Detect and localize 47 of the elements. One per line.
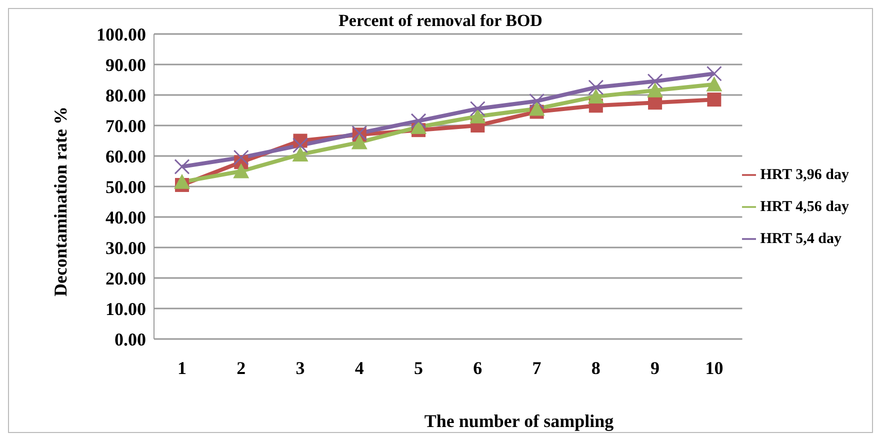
point — [174, 158, 190, 174]
point — [706, 66, 722, 82]
x-tick-label: 7 — [532, 358, 542, 378]
point — [647, 74, 663, 90]
y-tick-label: 40.00 — [106, 207, 146, 228]
point — [292, 146, 308, 162]
legend-label: HRT 3,96 day — [760, 166, 849, 182]
point — [647, 82, 664, 98]
x-tick-label: 10 — [705, 358, 724, 378]
point — [410, 113, 426, 129]
y-tick-label: 10.00 — [106, 298, 146, 319]
point — [233, 150, 249, 166]
x-tick-label: 2 — [236, 358, 246, 378]
point — [233, 163, 250, 178]
y-tick-label: 20.00 — [106, 268, 146, 288]
y-tick-label: 100.00 — [96, 24, 146, 44]
x-tick-label: 6 — [473, 358, 482, 378]
y-tick-label: 30.00 — [106, 238, 146, 258]
x-tick-label: 5 — [414, 358, 424, 378]
legend-label: HRT 4,56 day — [760, 198, 849, 214]
point — [707, 92, 722, 107]
point — [470, 100, 486, 116]
y-tick-label: 0.00 — [114, 329, 146, 350]
y-tick-label: 90.00 — [106, 54, 146, 75]
x-tick-label: 9 — [650, 358, 660, 378]
y-tick-label: 70.00 — [106, 116, 146, 136]
point — [706, 76, 722, 92]
chart-title: Percent of removal for BOD — [338, 11, 542, 30]
y-tick-label: 80.00 — [106, 85, 146, 106]
legend-label: HRT 5,4 day — [760, 230, 842, 246]
point — [470, 108, 486, 124]
point — [292, 138, 308, 154]
point — [351, 134, 368, 150]
x-axis-title: The number of sampling — [423, 411, 615, 432]
point — [528, 100, 545, 116]
y-tick-label: 60.00 — [106, 146, 146, 166]
x-tick-label: 4 — [354, 358, 364, 378]
point — [529, 93, 545, 109]
x-tick-label: 1 — [178, 358, 186, 378]
point — [588, 80, 604, 96]
y-tick-label: 50.00 — [106, 176, 146, 197]
point — [410, 119, 427, 134]
point — [174, 174, 190, 189]
x-tick-label: 8 — [591, 358, 600, 378]
point — [588, 88, 604, 104]
y-axis-title: Decontamination rate % — [50, 106, 72, 296]
x-tick-label: 3 — [296, 358, 305, 378]
